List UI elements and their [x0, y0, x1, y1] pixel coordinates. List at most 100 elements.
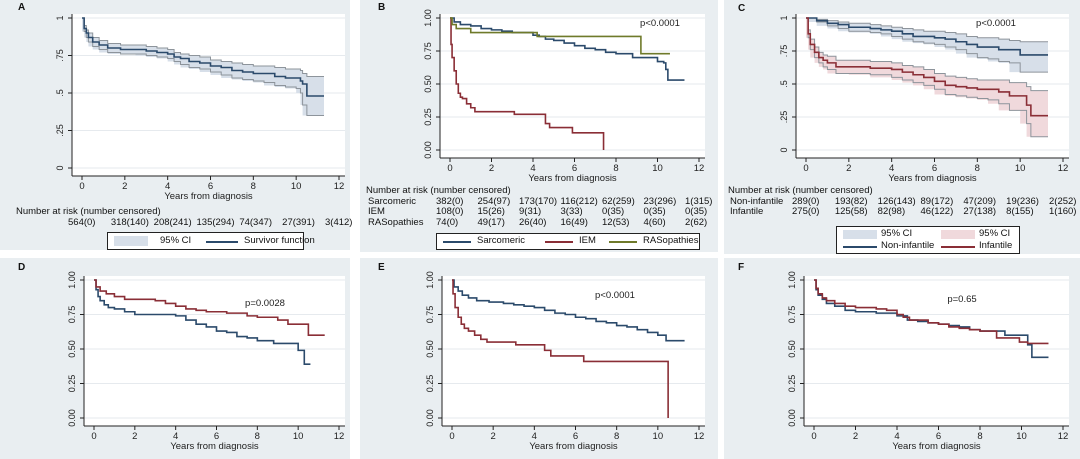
- chart-b: 0.00 0.25 0.50 0.75 1.00 0 2 4 6 8 10 12 Years from …: [423, 9, 705, 184]
- risk-table-row: Sarcomeric 382(0) 254(97) 173(170) 116(212) 6…: [366, 195, 716, 208]
- y-tick-label: 0.50: [67, 340, 77, 358]
- panel-label-e: E: [378, 262, 385, 273]
- risk-value: 208(241): [153, 216, 192, 228]
- risk-value: 2(252): [1049, 195, 1077, 207]
- legend-c: 95% CI 95% CI Non-infantile Infantile: [836, 226, 1020, 254]
- risk-row-label: RASopathies: [368, 216, 424, 228]
- x-tick-label: 0: [449, 431, 454, 442]
- y-tick-label: 0: [55, 165, 65, 170]
- survival-curve-non-infantile: [806, 17, 1049, 56]
- plot-area: [84, 276, 345, 426]
- x-tick-label: 4: [894, 431, 899, 442]
- p-value: p=0.65: [947, 294, 976, 305]
- risk-value: 23(296): [643, 195, 677, 207]
- non-infantile-line-swatch: [843, 246, 877, 248]
- x-tick-label: 0: [79, 181, 84, 192]
- risk-value: 8(155): [1006, 206, 1034, 217]
- panel-label-d: D: [18, 262, 26, 273]
- y-tick-label: .5: [779, 80, 789, 88]
- y-tick-label: 0.50: [423, 75, 433, 93]
- risk-value: 12(53): [602, 216, 630, 228]
- x-tick-label: 4: [889, 163, 894, 174]
- risk-value: 16(49): [560, 216, 588, 228]
- ci-blue-swatch: [843, 230, 877, 239]
- plot-area: [440, 14, 705, 158]
- risk-value: 9(31): [519, 206, 542, 217]
- risk-table-b: Number at risk (number censored) Sarcomer…: [366, 185, 716, 228]
- ci-red-swatch: [941, 230, 975, 239]
- x-tick-label: 4: [173, 431, 178, 442]
- p-value: p=0.0028: [245, 298, 285, 309]
- x-tick-label: 12: [334, 181, 345, 192]
- risk-value: 318(140): [110, 216, 149, 228]
- risk-table-row: Non-infantile 289(0) 193(82) 126(143) 89(172…: [728, 195, 1078, 208]
- x-tick-label: 8: [977, 431, 982, 442]
- risk-value: 126(143): [877, 195, 916, 207]
- y-tick-label: .75: [55, 49, 65, 62]
- risk-value: 47(209): [963, 195, 997, 207]
- legend-label-non-infantile: Non-infantile: [881, 240, 935, 251]
- x-axis-label: Years from diagnosis: [528, 173, 617, 184]
- risk-value: 26(40): [519, 216, 547, 228]
- y-tick-label: 0.25: [423, 108, 433, 126]
- y-tick-label: .25: [55, 124, 65, 137]
- plot-area: [804, 276, 1069, 426]
- survivor-line-swatch: [206, 241, 238, 243]
- rasopathies-line-swatch: [609, 241, 637, 243]
- x-tick-label: 12: [694, 163, 705, 174]
- y-tick-label: 0.25: [425, 375, 435, 393]
- risk-value: 0(35): [685, 206, 708, 217]
- survival-curve-iem: [450, 17, 605, 150]
- chart-f: 0.00 0.25 0.50 0.75 1.00 0 2 4 6 8 10 12 Years from …: [787, 271, 1069, 452]
- x-tick-label: 6: [572, 163, 577, 174]
- x-axis-label: Years from diagnosis: [892, 441, 981, 452]
- survival-curve-blue: [452, 279, 685, 342]
- risk-value: 135(294): [196, 216, 235, 228]
- x-tick-label: 8: [251, 181, 256, 192]
- x-tick-label: 6: [932, 163, 937, 174]
- risk-value: 62(259): [602, 195, 635, 207]
- risk-value: 74(0): [436, 216, 459, 228]
- panel-f: 0.00 0.25 0.50 0.75 1.00 0 2 4 6 8 10 12 Years from …: [724, 258, 1080, 459]
- x-tick-label: 0: [811, 431, 816, 442]
- risk-value: 19(236): [1006, 195, 1039, 207]
- survival-curve-red: [814, 279, 1049, 345]
- survival-curve-survivor-function: [82, 17, 325, 97]
- x-tick-label: 10: [291, 181, 302, 192]
- x-tick-label: 12: [1058, 163, 1069, 174]
- chart-d: 0.00 0.25 0.50 0.75 1.00 0 2 4 6 8 10 12 Years from …: [67, 271, 345, 452]
- ci-upper-line: [806, 17, 1049, 43]
- plot-area: [72, 14, 345, 176]
- y-tick-label: 0: [779, 147, 789, 152]
- y-tick-label: 1.00: [423, 9, 433, 27]
- legend-a: 95% CI Survivor function: [107, 232, 315, 250]
- risk-value: 289(0): [792, 195, 820, 207]
- risk-value: 27(138): [963, 206, 997, 217]
- panel-label-a: A: [18, 2, 26, 13]
- x-tick-label: 2: [122, 181, 127, 192]
- risk-value: 116(212): [560, 195, 598, 207]
- risk-value: 564(0): [68, 216, 96, 228]
- y-tick-label: 0.75: [425, 306, 435, 324]
- infantile-line-swatch: [941, 246, 975, 248]
- y-tick-label: 0.00: [787, 409, 797, 427]
- y-tick-label: .5: [55, 89, 65, 97]
- y-tick-label: 0.75: [787, 306, 797, 324]
- x-tick-label: 4: [532, 431, 537, 442]
- panel-e: 0.00 0.25 0.50 0.75 1.00 0 2 4 6 8 10 12 Years from …: [360, 258, 718, 459]
- x-axis-label: Years from diagnosis: [529, 441, 618, 452]
- ci-lower-line: [806, 17, 1049, 138]
- risk-row-label: Infantile: [730, 206, 764, 217]
- risk-table-title: Number at risk (number censored): [728, 185, 873, 196]
- y-tick-label: 0.25: [787, 375, 797, 393]
- ci-lower-line: [82, 17, 325, 116]
- risk-value: 2(62): [685, 216, 708, 228]
- risk-value: 3(412): [325, 216, 353, 228]
- y-tick-label: 1.00: [787, 271, 797, 289]
- risk-table-a: Number at risk (number censored) 564(0) 31…: [16, 206, 352, 228]
- panel-label-b: B: [378, 2, 386, 13]
- x-tick-label: 2: [491, 431, 496, 442]
- risk-table-c: Number at risk (number censored) Non-infa…: [728, 185, 1078, 218]
